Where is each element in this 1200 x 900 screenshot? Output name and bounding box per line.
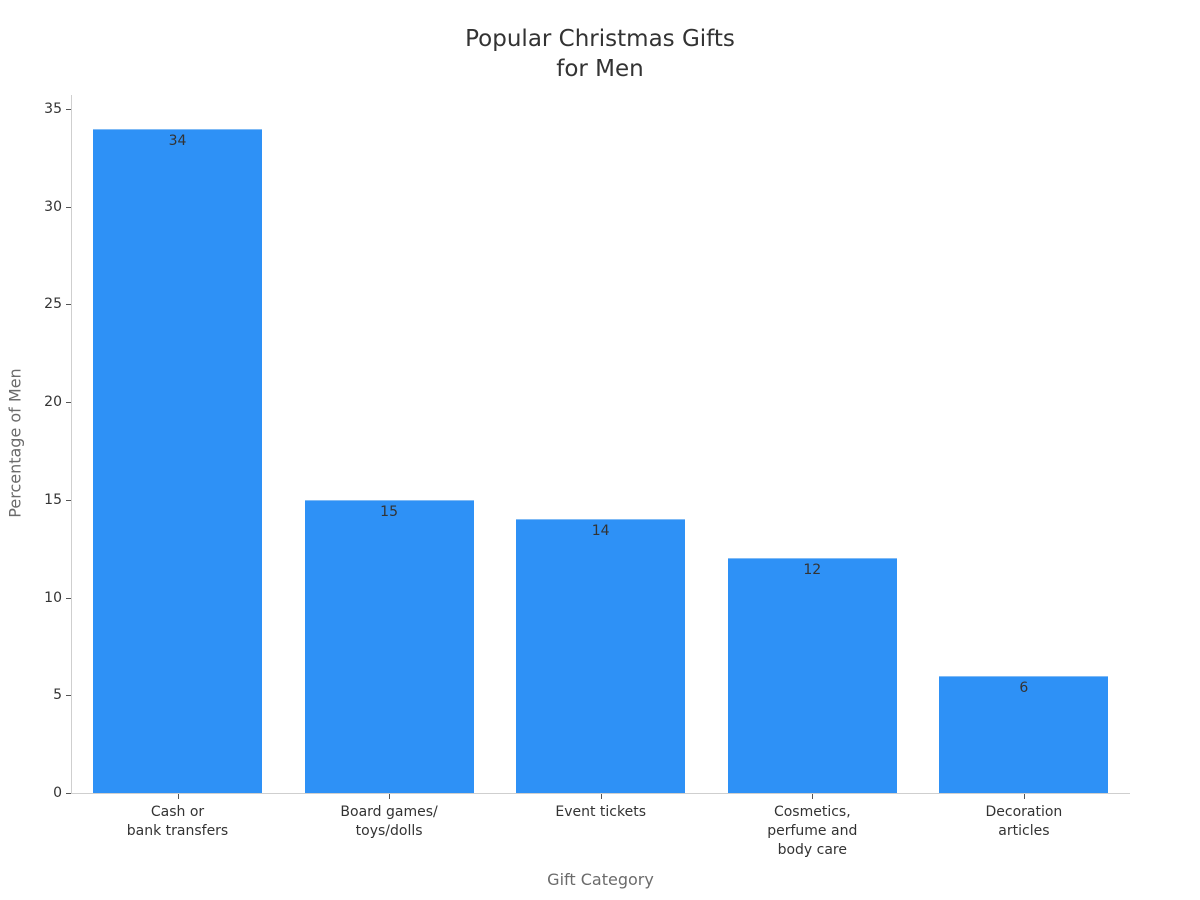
y-tick-label: 30 [44, 198, 62, 215]
x-axis-line [71, 793, 1130, 794]
bar: 6 [939, 675, 1109, 793]
y-tick-label: 0 [53, 785, 62, 801]
y-tick-mark [66, 109, 71, 110]
x-tick-label: Board games/ toys/dolls [340, 804, 438, 839]
bar: 14 [516, 519, 686, 793]
bar-value-label: 12 [803, 562, 822, 579]
bar-value-label: 6 [1019, 679, 1029, 696]
y-tick-label: 15 [44, 491, 62, 508]
x-tick-mark [178, 794, 179, 799]
x-tick-mark [1024, 794, 1025, 799]
chart-title-line-1: Popular Christmas Gifts [465, 26, 735, 52]
bar-value-label: 14 [591, 523, 610, 540]
bar-value-label: 34 [168, 132, 187, 149]
x-tick-mark [389, 794, 390, 799]
x-tick-mark [601, 794, 602, 799]
x-tick-label: Event tickets [555, 804, 646, 820]
y-tick-label: 35 [44, 101, 62, 117]
y-tick-mark [66, 402, 71, 404]
x-axis-label: Gift Category [547, 870, 654, 889]
y-tick-label: 25 [44, 296, 62, 313]
chart-title: Popular Christmas Gifts for Men [300, 24, 900, 84]
x-tick-label: Cosmetics, perfume and body care [767, 804, 858, 858]
x-tick-mark [812, 794, 813, 799]
x-tick-label: Decoration articles [985, 804, 1063, 839]
y-tick-label: 5 [53, 687, 62, 704]
bar-value-label: 15 [380, 503, 398, 520]
y-axis-label: Percentage of Men [5, 368, 25, 518]
y-tick-mark [66, 304, 71, 306]
y-tick-mark [66, 206, 71, 208]
bar: 15 [304, 499, 474, 793]
chart-title-line-2: for Men [556, 56, 644, 82]
y-tick-mark [66, 695, 71, 697]
y-tick-mark [66, 597, 71, 599]
y-tick-mark [66, 793, 71, 794]
x-tick-label: Cash or bank transfers [126, 804, 229, 839]
bar: 34 [93, 128, 262, 793]
y-tick-mark [66, 499, 71, 501]
y-tick-label: 20 [44, 394, 62, 411]
y-axis-line [71, 95, 72, 794]
bar: 12 [727, 558, 897, 793]
y-tick-label: 10 [44, 589, 62, 606]
